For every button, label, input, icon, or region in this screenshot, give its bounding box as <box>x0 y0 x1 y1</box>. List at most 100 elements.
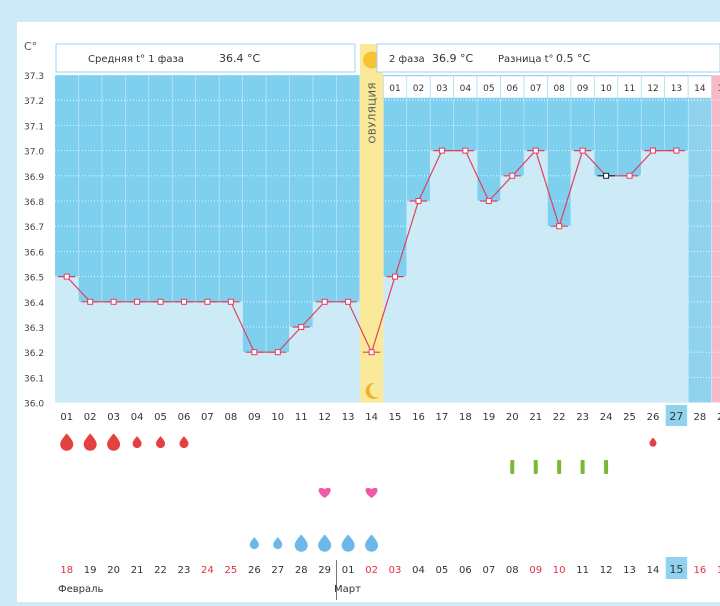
calendar-date: 12 <box>600 565 613 576</box>
menstruation-drop-icon <box>60 433 74 451</box>
calendar-date: 14 <box>647 565 660 576</box>
next-cycle-column <box>711 75 720 403</box>
discharge-drop-icon <box>249 537 259 550</box>
temperature-column <box>55 276 79 403</box>
temperature-column <box>500 175 524 403</box>
month-label-feb: Февраль <box>58 584 104 595</box>
temperature-point[interactable] <box>274 349 281 356</box>
y-tick-label: 37.0 <box>24 148 44 158</box>
temperature-point[interactable] <box>626 172 633 179</box>
temperature-point[interactable] <box>485 198 492 204</box>
temperature-point[interactable] <box>438 147 445 154</box>
phase2-day-number: 06 <box>507 84 519 94</box>
calendar-date: 09 <box>529 565 542 576</box>
phase2-day-number: 05 <box>483 84 494 94</box>
phase2-day-number: 03 <box>436 84 447 94</box>
temperature-column <box>641 150 665 403</box>
temperature-point[interactable] <box>180 298 187 305</box>
phase2-day-number: 13 <box>671 84 682 94</box>
temperature-column <box>101 301 126 403</box>
y-tick-label: 36.6 <box>24 248 44 258</box>
temperature-point[interactable] <box>532 147 539 154</box>
menstruation-drop-icon <box>649 437 657 447</box>
calendar-date: 13 <box>623 565 636 576</box>
menstruation-drop-icon <box>132 436 142 449</box>
temperature-point[interactable] <box>415 198 422 204</box>
temperature-point[interactable] <box>649 147 656 154</box>
cycle-day-label: 27 <box>669 410 683 423</box>
phase2-day-number: 02 <box>413 84 424 94</box>
temperature-point[interactable] <box>87 298 94 305</box>
calendar-date: 02 <box>365 565 378 576</box>
phase2-day-number: 15 <box>718 84 720 94</box>
temperature-column <box>453 150 478 403</box>
menstruation-drop-icon <box>83 433 97 451</box>
phase2-value: 36.9 °C <box>432 52 473 65</box>
cycle-day-label: 03 <box>107 412 120 423</box>
today-date-highlight <box>665 557 688 579</box>
temperature-point[interactable] <box>251 349 258 356</box>
cycle-day-label: 21 <box>529 412 542 423</box>
phase2-day-number: 12 <box>647 84 658 94</box>
cycle-day-label: 19 <box>482 412 495 423</box>
temperature-point[interactable] <box>673 147 680 154</box>
cycle-day-label: 23 <box>576 412 589 423</box>
temperature-point[interactable] <box>462 147 469 154</box>
ovulation-column: ОВУЛЯЦИЯ <box>359 44 384 403</box>
green-bar-icon <box>510 460 515 474</box>
menstruation-drop-icon <box>156 436 166 449</box>
cycle-day-label: 13 <box>342 412 355 423</box>
temperature-point[interactable] <box>345 298 352 305</box>
temperature-point[interactable] <box>204 298 211 305</box>
cycle-day-label: 15 <box>389 412 402 423</box>
temperature-column <box>312 301 337 403</box>
temperature-column <box>594 175 618 403</box>
temperature-point[interactable] <box>321 298 328 305</box>
y-unit-label: C° <box>24 40 37 53</box>
calendar-date: 25 <box>225 565 238 576</box>
phase2-day-number: 01 <box>389 84 400 94</box>
cycle-day-label: 25 <box>623 412 636 423</box>
calendar-date: 19 <box>84 565 97 576</box>
calendar-date: 05 <box>436 565 449 576</box>
temperature-point[interactable] <box>298 324 305 330</box>
temperature-point[interactable] <box>110 298 117 305</box>
cycle-day-label: 05 <box>154 412 167 423</box>
cycle-day-label: 07 <box>201 412 214 423</box>
y-axis-ticks: 37.3 37.2 37.1 37.0 36.9 36.8 36.7 36.6 36.5 36.4… <box>24 72 44 410</box>
temperature-column <box>406 201 431 403</box>
heart-icon <box>365 487 378 498</box>
temperature-point[interactable] <box>392 273 399 280</box>
temperature-point[interactable] <box>227 298 234 305</box>
excluded-temperature-point[interactable] <box>603 172 610 179</box>
cycle-day-label: 09 <box>248 412 261 423</box>
y-tick-label: 36.7 <box>24 223 44 233</box>
green-bar-icon <box>604 460 609 474</box>
temperature-point[interactable] <box>157 298 164 305</box>
green-bar-icon <box>533 460 538 474</box>
temperature-point[interactable] <box>556 223 563 230</box>
phase2-day-number: 07 <box>530 84 541 94</box>
temperature-point[interactable] <box>368 349 375 356</box>
today-column <box>688 75 712 403</box>
temperature-point[interactable] <box>579 147 586 154</box>
cycle-day-label: 16 <box>412 412 425 423</box>
temperature-points <box>58 147 686 356</box>
y-tick-label: 36.4 <box>24 299 44 309</box>
cycle-day-label: 26 <box>647 412 660 423</box>
cycle-day-label: 29 <box>717 412 720 423</box>
temperature-point[interactable] <box>63 273 70 280</box>
calendar-date: 18 <box>60 565 73 576</box>
phase2-day-number: 10 <box>600 84 612 94</box>
phase2-day-number: 09 <box>577 84 589 94</box>
menstruation-drop-icon <box>107 433 121 451</box>
temperature-point[interactable] <box>134 298 141 305</box>
calendar-date: 29 <box>318 565 331 576</box>
y-tick-label: 37.1 <box>24 122 44 132</box>
calendar-date: 23 <box>178 565 191 576</box>
temperature-point[interactable] <box>509 172 516 179</box>
discharge-drop-icon <box>294 534 308 552</box>
menstruation-drop-icon <box>179 436 189 449</box>
